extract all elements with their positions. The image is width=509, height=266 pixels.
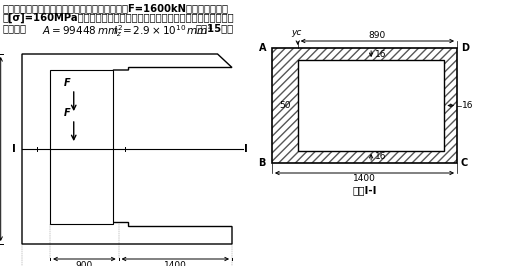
Text: C: C [460, 158, 467, 168]
Text: $I_{z}=2.9\times10^{10}\,mm^{4}$: $I_{z}=2.9\times10^{10}\,mm^{4}$ [113, 23, 213, 39]
Text: 16: 16 [461, 101, 472, 110]
Text: I: I [12, 144, 16, 154]
Text: 1400: 1400 [352, 174, 375, 183]
Bar [271, 48, 456, 163]
Text: F: F [64, 78, 70, 88]
Text: ）（15分）: ）（15分） [195, 23, 234, 33]
Text: 1400: 1400 [163, 261, 186, 266]
Text: D: D [460, 43, 468, 53]
Text: 900: 900 [76, 261, 93, 266]
Text: 截面I-I: 截面I-I [352, 185, 376, 195]
Text: B: B [258, 158, 266, 168]
Bar [297, 60, 443, 151]
Text: A: A [258, 43, 266, 53]
Text: 16: 16 [375, 152, 386, 161]
Text: 分别是：: 分别是： [3, 23, 27, 33]
Bar [271, 48, 456, 163]
Text: 50: 50 [278, 101, 290, 110]
Polygon shape [22, 54, 232, 244]
Text: 单臂液压机架及其立柱的横截面尺寸如图所示。F=1600kN，材料的许用应: 单臂液压机架及其立柱的横截面尺寸如图所示。F=1600kN，材料的许用应 [3, 3, 229, 13]
Text: $A=99448\,mm^{2}$: $A=99448\,mm^{2}$ [42, 23, 123, 37]
Polygon shape [50, 69, 113, 224]
Text: F: F [64, 108, 70, 118]
Text: yc: yc [291, 28, 301, 37]
Text: 16: 16 [375, 49, 386, 59]
Text: I: I [244, 144, 247, 154]
Text: 890: 890 [368, 31, 385, 40]
Text: 力[σ]=160MPa。试校核立柱的强度。（立柱横截面面积和抗弯截面模量值: 力[σ]=160MPa。试校核立柱的强度。（立柱横截面面积和抗弯截面模量值 [3, 13, 234, 23]
